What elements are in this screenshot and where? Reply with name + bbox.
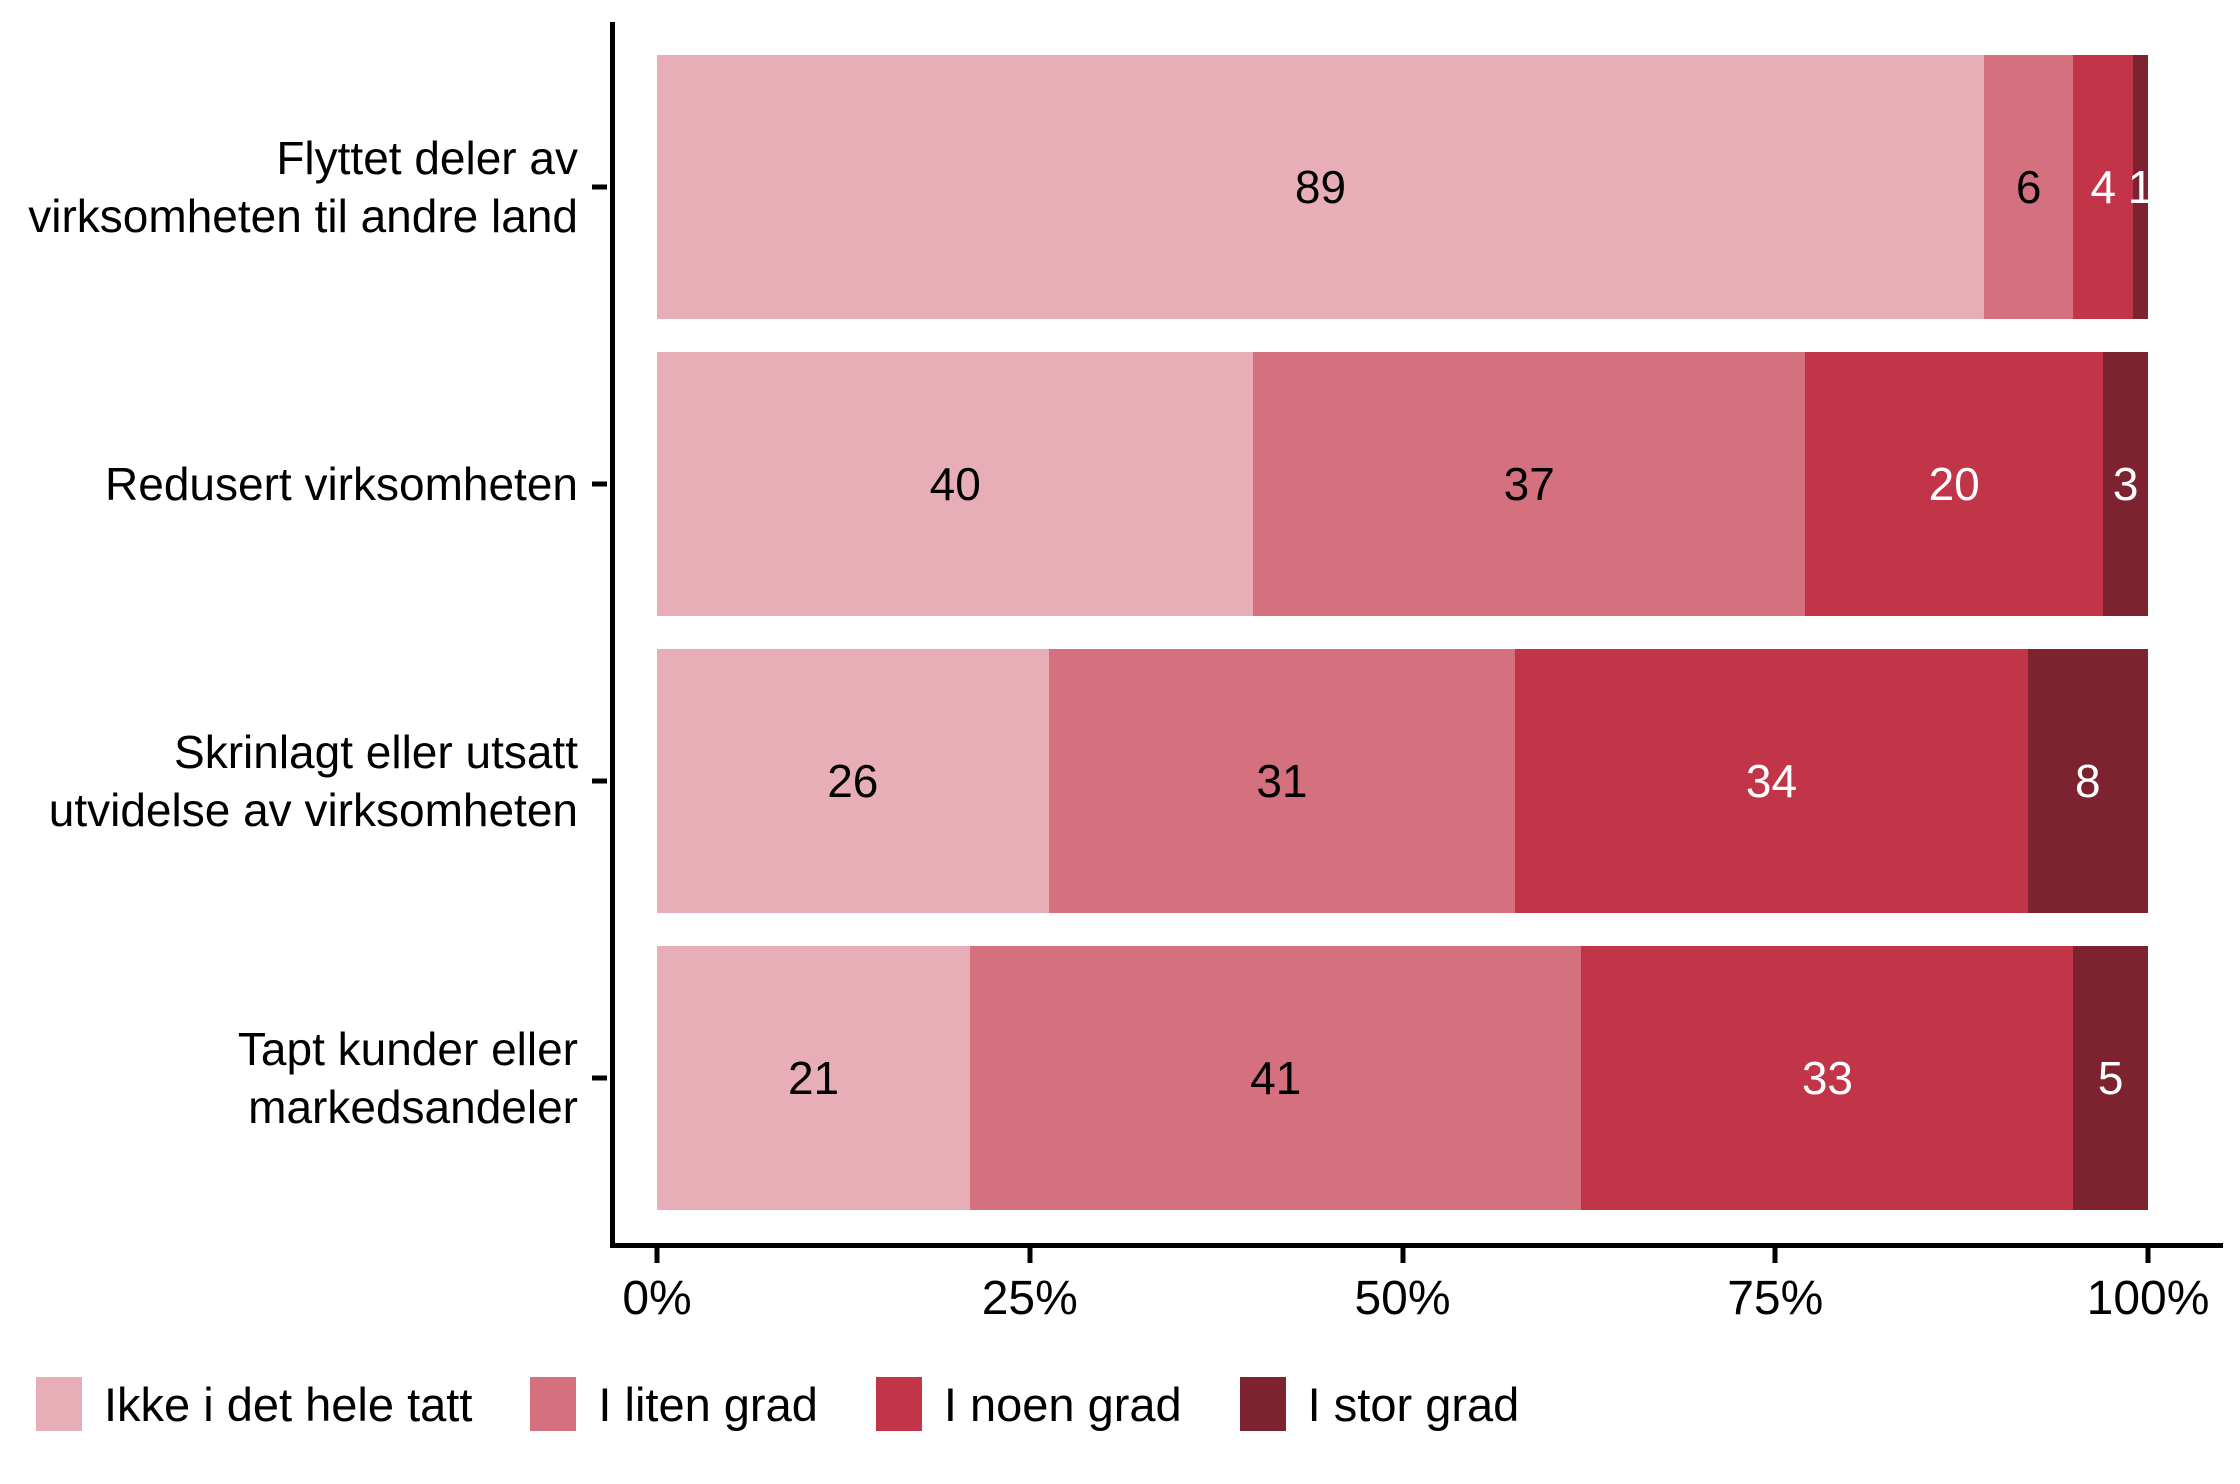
value-label: 3	[2112, 458, 2139, 510]
legend-item-i-liten-grad: I liten grad	[530, 1377, 818, 1432]
x-tick	[1772, 1248, 1778, 1263]
segment-i-noen-grad: 34	[1515, 649, 2028, 913]
value-label: 89	[1294, 161, 1347, 213]
value-label: 20	[1928, 458, 1980, 510]
bar-row-redusert: 40 37 20 3	[592, 352, 2148, 616]
y-axis-tick	[592, 481, 607, 487]
stacked-bar: 26 31 34 8	[657, 649, 2148, 913]
x-tick	[654, 1248, 660, 1263]
segment-i-stor-grad: 1	[2128, 55, 2148, 319]
category-label-tapt: Tapt kunder eller markedsandeler	[237, 1022, 578, 1133]
x-tick-label: 0%	[622, 1272, 692, 1325]
value-label: 6	[2015, 161, 2042, 213]
value-label: 4	[2090, 161, 2117, 213]
segment-ikke-i-det-hele-tatt: 26	[657, 649, 1049, 913]
segment-i-liten-grad: 41	[970, 946, 1582, 1210]
stacked-bar: 21 41 33 5	[657, 946, 2148, 1210]
x-tick	[1400, 1248, 1405, 1263]
plot-panel: 89 6 4 1 40	[592, 22, 2223, 1325]
y-axis-tick	[592, 778, 607, 784]
legend-item-i-noen-grad: I noen grad	[875, 1377, 1182, 1432]
x-tick-label: 50%	[1354, 1272, 1451, 1325]
segment-i-liten-grad: 31	[1048, 649, 1516, 913]
value-label: 37	[1503, 458, 1555, 510]
stacked-bar: 40 37 20 3	[657, 352, 2148, 616]
segment-i-stor-grad: 8	[2027, 649, 2148, 913]
x-tick	[2145, 1248, 2151, 1263]
y-axis-tick	[592, 1075, 607, 1081]
segment-i-stor-grad: 5	[2073, 946, 2148, 1210]
legend-label: Ikke i det hele tatt	[104, 1377, 473, 1431]
segment-i-stor-grad: 3	[2103, 352, 2148, 616]
value-label: 21	[787, 1052, 840, 1104]
value-label: 33	[1801, 1052, 1854, 1104]
x-tick-label: 100%	[2086, 1272, 2210, 1325]
bar-row-skrinlagt: 26 31 34 8	[592, 649, 2148, 913]
category-label-skrinlagt: Skrinlagt eller utsatt utvidelse av virk…	[48, 725, 578, 836]
stacked-bar: 89 6 4 1	[657, 55, 2148, 319]
segment-ikke-i-det-hele-tatt: 89	[657, 55, 1984, 319]
value-label: 34	[1745, 755, 1798, 807]
legend-swatch	[530, 1377, 577, 1431]
category-label-redusert: Redusert virksomheten	[105, 457, 578, 510]
legend: Ikke i det hele tatt I liten grad I noen…	[36, 1374, 1519, 1434]
value-label: 41	[1250, 1052, 1302, 1104]
x-tick-label: 75%	[1727, 1272, 1824, 1325]
legend-label: I liten grad	[598, 1377, 818, 1431]
legend-swatch	[36, 1377, 82, 1431]
legend-swatch	[875, 1377, 922, 1431]
segment-i-noen-grad: 20	[1805, 352, 2104, 616]
y-axis-category-labels: Flyttet deler av virksomheten til andre …	[0, 22, 578, 1243]
bar-rows: 89 6 4 1 40	[592, 22, 2148, 1243]
value-label: 5	[2097, 1052, 2124, 1104]
x-tick-label: 25%	[981, 1272, 1078, 1325]
segment-i-liten-grad: 6	[1983, 55, 2074, 319]
category-label-flyttet: Flyttet deler av virksomheten til andre …	[28, 131, 578, 242]
value-label: 8	[2074, 755, 2101, 807]
value-label: 1	[2127, 161, 2148, 213]
x-axis: 0% 25% 50% 75% 100%	[622, 1243, 2209, 1338]
segment-ikke-i-det-hele-tatt: 40	[657, 352, 1254, 616]
segment-i-liten-grad: 37	[1253, 352, 1806, 616]
legend-item-ikke-i-det-hele-tatt: Ikke i det hele tatt	[36, 1377, 472, 1432]
value-label: 40	[929, 458, 981, 510]
segment-i-noen-grad: 33	[1581, 946, 2074, 1210]
value-label: 31	[1256, 755, 1308, 807]
legend-label: I noen grad	[943, 1377, 1182, 1431]
value-label: 26	[827, 755, 879, 807]
x-tick	[1027, 1248, 1033, 1263]
bar-row-flyttet: 89 6 4 1	[592, 55, 2148, 319]
segment-ikke-i-det-hele-tatt: 21	[657, 946, 971, 1210]
y-axis-tick	[592, 184, 607, 190]
legend-swatch	[1239, 1377, 1286, 1431]
bar-row-tapt: 21 41 33 5	[592, 946, 2148, 1210]
segment-i-noen-grad: 4	[2073, 55, 2134, 319]
legend-label: I stor grad	[1307, 1377, 1520, 1431]
legend-item-i-stor-grad: I stor grad	[1239, 1377, 1520, 1432]
